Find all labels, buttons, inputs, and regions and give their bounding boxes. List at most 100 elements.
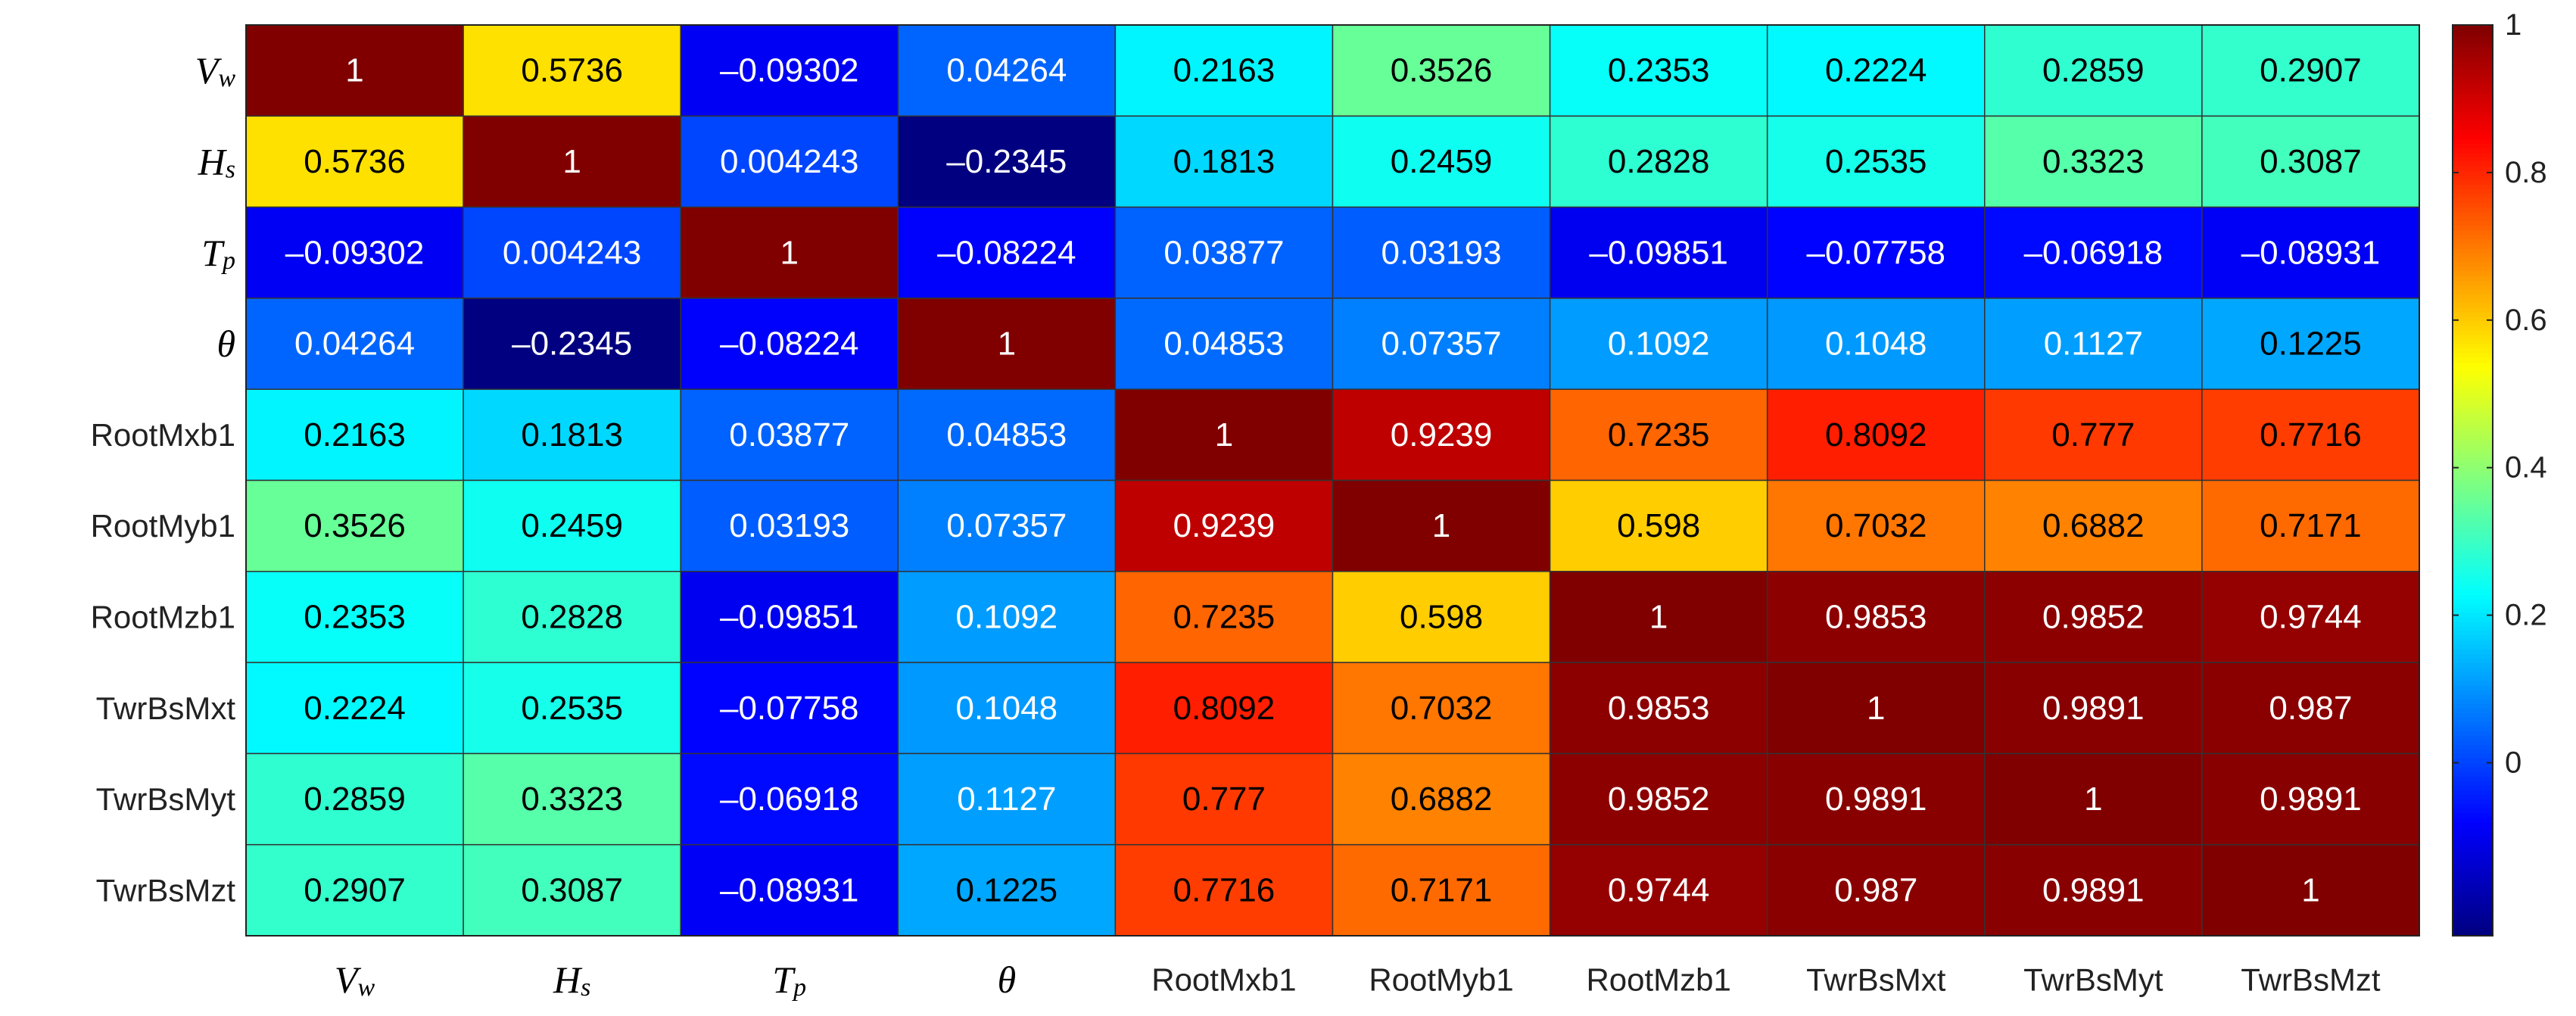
colorbar-slice — [2453, 808, 2493, 814]
heatmap: 1 0.5736 –0.09302 0.04264 0.2163 0.3526 0.2353… — [245, 24, 2420, 937]
colorbar-slice — [2453, 662, 2493, 668]
heatmap-cell — [1332, 662, 1551, 755]
heatmap-cell — [897, 843, 1117, 937]
cell-value: 0.1127 — [957, 781, 1056, 818]
colorbar-slice — [2453, 812, 2493, 818]
colorbar-slice — [2453, 799, 2493, 805]
heatmap-cell — [1549, 662, 1768, 755]
heatmap-cell — [245, 298, 464, 390]
colorbar-slice — [2453, 193, 2493, 199]
cell-value: 0.7716 — [1173, 871, 1276, 908]
heatmap-cell — [1984, 753, 2203, 846]
heatmap-cell — [1549, 388, 1768, 482]
cell-value: 0.7235 — [1173, 598, 1276, 635]
heatmap-cell — [1114, 206, 1334, 299]
cell-value: 0.9852 — [1608, 781, 1710, 818]
colorbar-slice — [2453, 594, 2493, 600]
heatmap-cell — [1114, 753, 1334, 846]
cell-value: –0.08931 — [720, 871, 859, 908]
colorbar-slice — [2453, 257, 2493, 263]
colorbar-border — [2452, 24, 2493, 937]
cell-value: 1 — [2301, 871, 2319, 908]
colorbar-slice — [2453, 380, 2493, 385]
colorbar-slice — [2453, 275, 2493, 281]
colorbar-slice — [2453, 708, 2493, 713]
colorbar-slice — [2453, 539, 2493, 545]
heatmap-cell — [1549, 843, 1768, 937]
heatmap-cell — [1984, 388, 2203, 482]
colorbar-slice — [2453, 407, 2493, 413]
colorbar-tick-label: 0.6 — [2505, 304, 2547, 337]
cell-value: 0.6882 — [1391, 781, 1493, 818]
heatmap-cell — [1549, 753, 1768, 846]
colorbar-slice — [2453, 930, 2493, 937]
colorbar-slice — [2453, 234, 2493, 240]
heatmap-cell — [463, 753, 681, 846]
heatmap-cell — [463, 115, 681, 208]
heatmap-cell — [245, 479, 464, 572]
colorbar-slice — [2453, 649, 2493, 654]
colorbar-slice — [2453, 225, 2493, 231]
heatmap-cell — [1332, 571, 1551, 663]
colorbar-slice — [2453, 890, 2493, 896]
colorbar-slice — [2453, 288, 2493, 295]
colorbar-slice — [2453, 120, 2493, 126]
cell-value: 0.7171 — [1391, 871, 1493, 908]
heatmap-cell — [245, 571, 464, 663]
colorbar-slice — [2453, 335, 2493, 340]
colorbar-slice — [2453, 607, 2493, 613]
heatmap-cell — [1114, 388, 1334, 482]
colorbar-slice — [2453, 366, 2493, 372]
colorbar-slice — [2453, 48, 2493, 53]
cell-value: 0.2353 — [304, 598, 406, 635]
colorbar-slice — [2453, 740, 2493, 745]
heatmap-cell — [2201, 115, 2420, 208]
colorbar-slice — [2453, 376, 2493, 381]
colorbar-slice — [2453, 871, 2493, 877]
colorbar-slice — [2453, 211, 2493, 217]
cell-value: 0.3087 — [521, 871, 623, 908]
heatmap-cell — [1114, 662, 1334, 755]
cell-value: –0.09302 — [720, 52, 859, 89]
axis-label: RootMzb1 — [91, 599, 235, 634]
colorbar-slice — [2453, 876, 2493, 882]
colorbar-slice — [2453, 430, 2493, 435]
cell-value: 1 — [998, 326, 1016, 363]
colorbar-slice — [2453, 75, 2493, 80]
cell-value: 0.7032 — [1391, 690, 1493, 727]
heatmap-cell — [680, 662, 899, 755]
colorbar-slice — [2453, 320, 2493, 326]
cell-value: 0.004243 — [503, 234, 642, 271]
cell-value: 0.9852 — [2042, 598, 2145, 635]
cell-value: 0.2535 — [521, 690, 623, 727]
colorbar-slice — [2453, 207, 2493, 213]
colorbar-slice — [2453, 762, 2493, 768]
heatmap-cell — [463, 388, 681, 482]
heatmap-cell — [1332, 843, 1551, 937]
colorbar-slice — [2453, 344, 2493, 349]
axis-label: TwrBsMzt — [96, 872, 236, 908]
cell-value: 0.598 — [1400, 598, 1483, 635]
colorbar-slice — [2453, 685, 2493, 690]
heatmap-cell — [897, 24, 1117, 117]
cell-value: 0.9744 — [2260, 598, 2362, 635]
cell-value: 0.5736 — [304, 143, 406, 180]
colorbar-slice — [2453, 908, 2493, 914]
colorbar-slice — [2453, 270, 2493, 276]
axis-label: Vw — [195, 49, 236, 92]
colorbar-slice — [2453, 139, 2493, 144]
colorbar-slice — [2453, 30, 2493, 35]
colorbar-slice — [2453, 98, 2493, 103]
colorbar-slice — [2453, 603, 2493, 609]
colorbar-slice — [2453, 849, 2493, 855]
heatmap-cell — [897, 571, 1117, 663]
colorbar-slice — [2453, 444, 2493, 449]
colorbar-slice — [2453, 653, 2493, 659]
colorbar-slice — [2453, 694, 2493, 700]
colorbar-slice — [2453, 525, 2493, 531]
colorbar-slice — [2453, 571, 2493, 577]
colorbar-slice — [2453, 831, 2493, 837]
heatmap-cell — [1114, 24, 1334, 117]
heatmap-cell — [2201, 571, 2420, 663]
cell-value: 0.2828 — [1608, 143, 1710, 180]
